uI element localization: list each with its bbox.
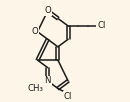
Text: N: N: [44, 76, 51, 85]
Text: O: O: [32, 27, 39, 36]
Text: CH₃: CH₃: [27, 84, 43, 93]
Text: O: O: [44, 6, 51, 15]
Text: Cl: Cl: [64, 92, 72, 101]
Text: Cl: Cl: [97, 21, 106, 30]
